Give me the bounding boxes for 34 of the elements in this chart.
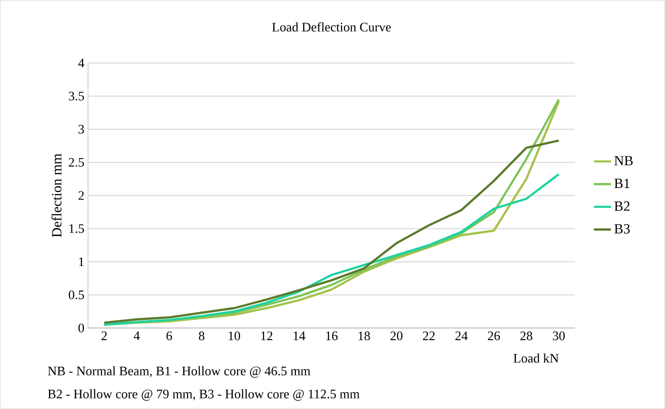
chart-title: Load Deflection Curve — [272, 22, 391, 32]
y-tick-label: 1 — [79, 257, 84, 266]
x-tick-label: 26 — [488, 332, 500, 340]
x-tick-label: 22 — [422, 332, 435, 340]
x-tick-label: 6 — [166, 332, 172, 340]
x-tick-label: 8 — [198, 332, 204, 340]
x-tick-label: 12 — [261, 332, 272, 340]
y-tick-label: 3 — [78, 124, 84, 134]
text: NB - Normal Beam, B1 - Hollow core @ 46.5 mm — [48, 366, 310, 378]
x-tick-label: 10 — [228, 332, 240, 340]
x-tick-label: 30 — [552, 332, 565, 340]
y-tick-label: 3.5 — [68, 92, 84, 101]
y-tick-label: 0.5 — [68, 290, 84, 300]
legend-label: B3 — [614, 224, 630, 234]
x-tick-label: 18 — [358, 332, 370, 340]
legend-label: NB — [614, 156, 633, 166]
x-tick-label: 14 — [294, 332, 306, 340]
legend-label: B1 — [614, 178, 630, 188]
x-tick-label: 20 — [390, 332, 402, 340]
legend-label: B2 — [614, 201, 630, 211]
x-tick-label: 24 — [455, 332, 468, 340]
y-axis-title: Deflection mm — [51, 154, 62, 238]
x-axis-title: Load kN — [514, 354, 559, 363]
line-series — [103, 139, 560, 324]
y-tick-label: 0 — [78, 324, 84, 332]
y-tick-label: 2.5 — [68, 158, 84, 167]
x-tick-label: 16 — [326, 332, 338, 340]
text: B2 - Hollow core @ 79 mm, B3 - Hollow core @ 112.5 mm — [48, 389, 360, 401]
x-tick-label: 2 — [102, 332, 107, 340]
x-tick-label: 4 — [134, 332, 140, 340]
x-tick-label: 28 — [520, 332, 532, 340]
y-tick-label: 2 — [78, 191, 84, 200]
y-tick-label: 1.5 — [69, 224, 84, 233]
y-tick-label: 4 — [78, 58, 84, 68]
